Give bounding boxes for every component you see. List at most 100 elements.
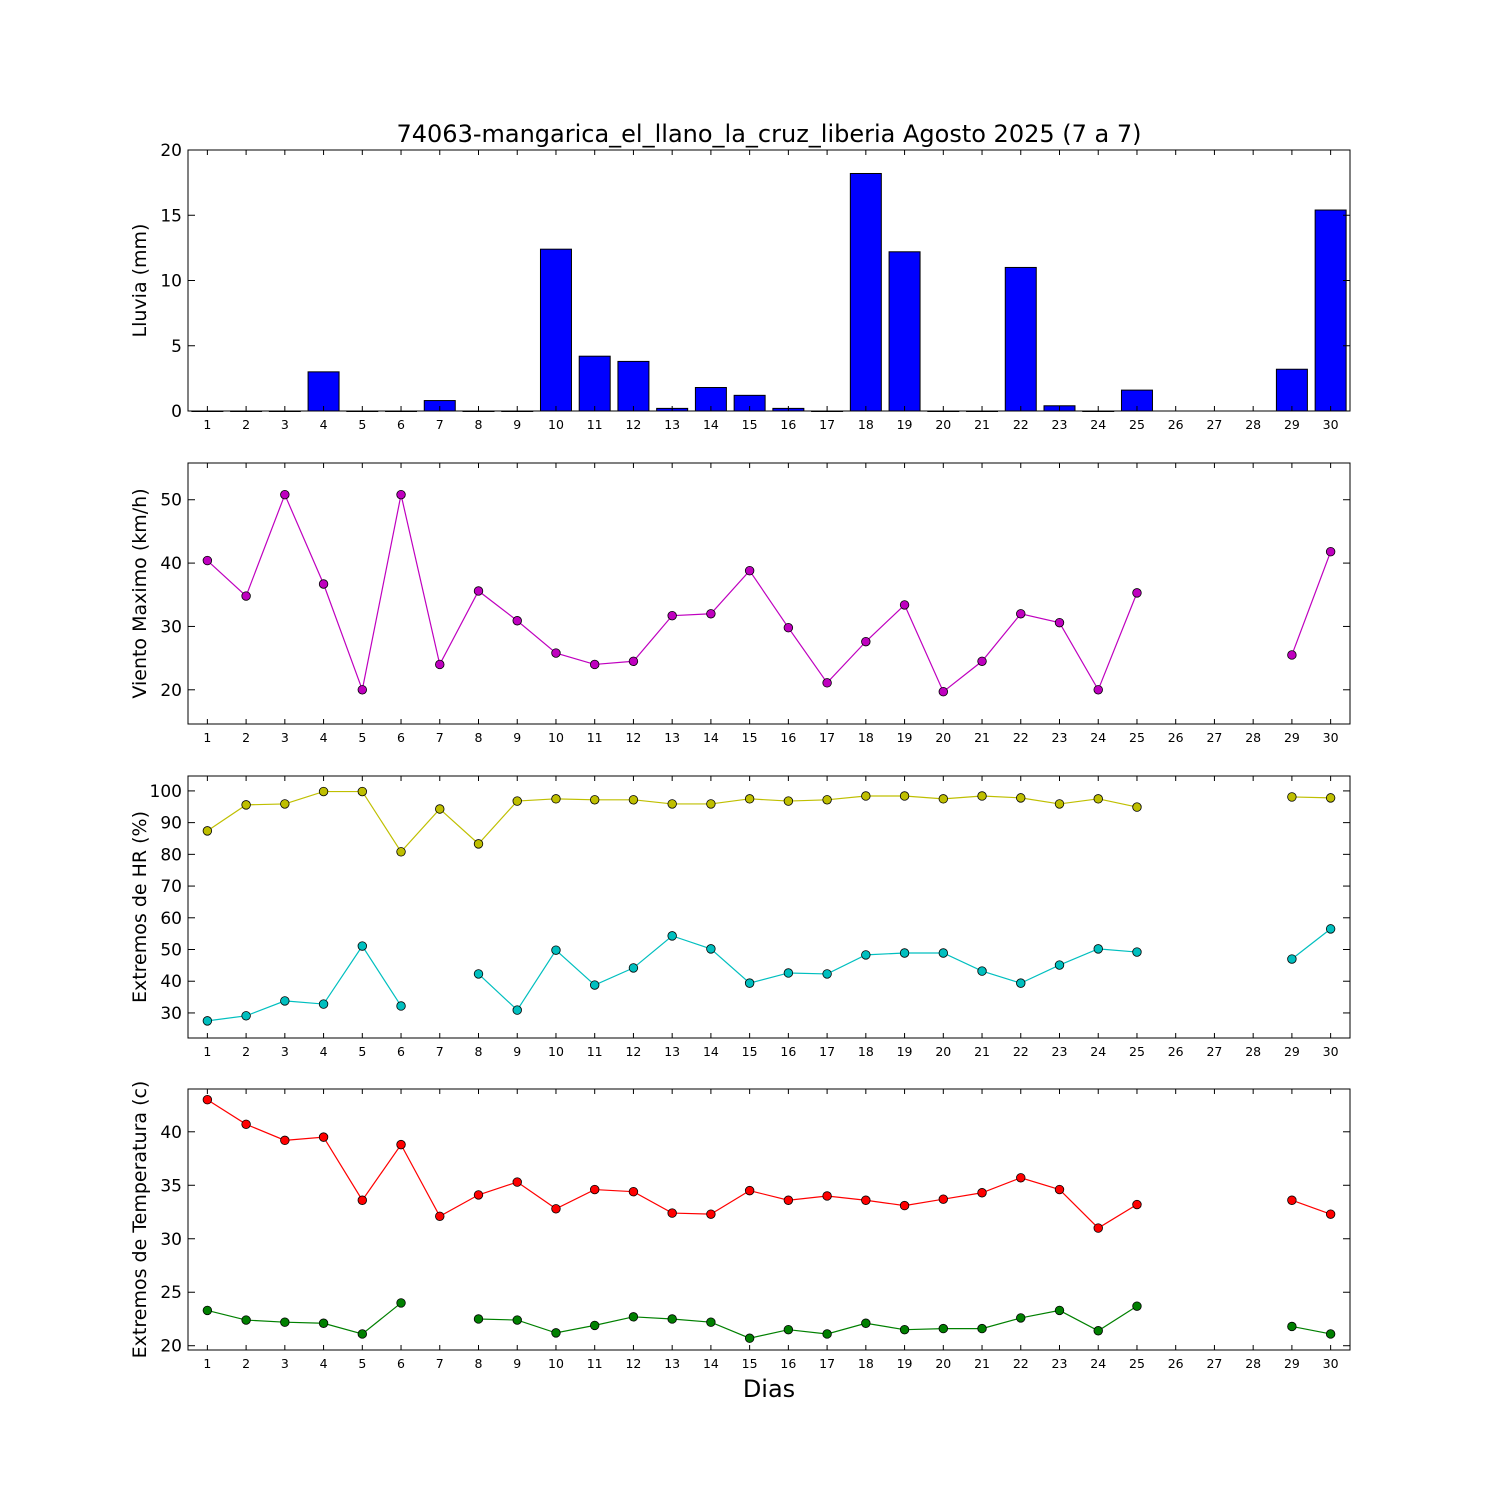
x-tick-label: 15 [742,417,758,432]
x-tick-label: 13 [664,730,680,745]
point-series1-day-25 [1132,947,1142,957]
point-series0-day-13 [667,799,677,809]
point-series0-day-23 [1054,1184,1065,1195]
x-tick-label: 11 [587,1044,603,1059]
point-series1-day-6 [396,1298,406,1308]
point-series1-day-10 [551,1328,561,1338]
point-series0-day-25 [1132,802,1142,812]
point-series0-day-7 [435,659,445,670]
point-series0-day-19 [899,791,910,801]
point-series0-day-13 [667,1208,677,1218]
x-tick-label: 30 [1323,417,1339,432]
x-tick-label: 3 [281,1356,289,1371]
point-series0-day-5 [357,685,368,695]
point-series1-day-12 [628,963,639,973]
y-tick-label: 5 [171,337,182,357]
y-tick-label: 70 [160,877,182,897]
point-series0-day-8 [473,1190,484,1200]
x-tick-label: 20 [935,1044,951,1059]
point-series0-day-19 [899,1200,910,1211]
x-tick-label: 9 [513,1356,521,1371]
x-tick-label: 29 [1284,1356,1300,1371]
x-tick-label: 12 [625,417,641,432]
point-series0-day-18 [861,791,871,801]
point-series0-day-24 [1093,1223,1103,1233]
point-series0-day-16 [783,796,794,806]
y-tick-label: 100 [150,782,182,802]
axes-frame [187,462,1351,725]
x-tick-label: 7 [436,1044,444,1059]
x-tick-label: 25 [1129,417,1145,432]
x-tick-label: 27 [1206,1044,1222,1059]
point-series0-day-13 [667,610,677,621]
point-series1-day-25 [1132,1301,1142,1311]
x-tick-label: 27 [1206,730,1222,745]
x-tick-label: 18 [858,730,874,745]
x-tick-label: 8 [475,1044,483,1059]
x-tick-label: 4 [320,417,328,432]
point-series0-day-30 [1325,793,1336,803]
y-tick-label: 40 [160,554,182,574]
point-series1-day-21 [977,966,987,976]
point-series0-day-18 [861,1195,871,1205]
y-tick-label: 50 [160,491,182,511]
x-tick-label: 25 [1129,730,1145,745]
series-line-1 [207,944,402,1022]
x-tick-label: 3 [281,417,289,432]
x-tick-label: 19 [897,730,913,745]
point-series1-day-13 [667,1314,677,1324]
x-tick-label: 8 [475,1356,483,1371]
point-series1-day-24 [1093,944,1103,954]
y-tick-label: 0 [171,402,182,422]
point-series1-day-5 [357,1329,368,1339]
point-series0-day-8 [473,839,484,849]
series-line-0 [1291,551,1332,656]
x-tick-label: 30 [1323,1356,1339,1371]
x-tick-label: 4 [320,730,328,745]
point-series0-day-23 [1054,617,1065,628]
point-series1-day-3 [280,996,290,1006]
chart-title: 74063-mangarica_el_llano_la_cruz_liberia… [396,120,1141,148]
point-series0-day-1 [202,826,213,836]
y-tick-label: 40 [160,1123,182,1143]
x-tick-label: 3 [281,730,289,745]
point-series0-day-7 [435,1211,445,1221]
point-series0-day-12 [628,656,639,666]
x-tick-label: 15 [742,1356,758,1371]
y-tick-label: 60 [160,909,182,929]
x-tick-label: 26 [1168,1044,1184,1059]
point-series1-day-14 [706,1317,716,1327]
series-line-1 [1291,928,1332,960]
x-tick-label: 24 [1090,1044,1106,1059]
x-tick-label: 7 [436,1356,444,1371]
point-series1-day-16 [783,968,794,978]
point-series0-day-15 [744,1185,755,1196]
point-series0-day-16 [783,1195,794,1205]
point-series0-day-14 [706,609,716,619]
x-tick-label: 7 [436,730,444,745]
point-series0-day-25 [1132,588,1142,598]
x-tick-label: 2 [242,1044,250,1059]
x-tick-label: 18 [858,417,874,432]
series-line-0 [1291,796,1331,799]
point-series1-day-2 [241,1315,251,1325]
series-line-0 [206,493,1138,693]
point-series1-day-20 [938,1323,949,1334]
point-series1-day-20 [938,948,949,958]
y-tick-label: 50 [160,941,182,961]
x-tick-label: 22 [1013,730,1029,745]
x-tick-label: 30 [1323,1044,1339,1059]
x-tick-label: 20 [935,1356,951,1371]
point-series0-day-14 [706,1209,716,1219]
bar-day-12 [617,360,650,412]
x-tick-label: 12 [625,730,641,745]
point-series1-day-4 [318,1318,329,1328]
point-series0-day-12 [628,1186,639,1197]
point-series0-day-6 [396,489,406,500]
y-axis-label: Viento Maximo (km/h) [129,488,151,698]
x-tick-label: 16 [780,730,796,745]
x-tick-label: 2 [242,1356,250,1371]
x-tick-label: 12 [625,1356,641,1371]
